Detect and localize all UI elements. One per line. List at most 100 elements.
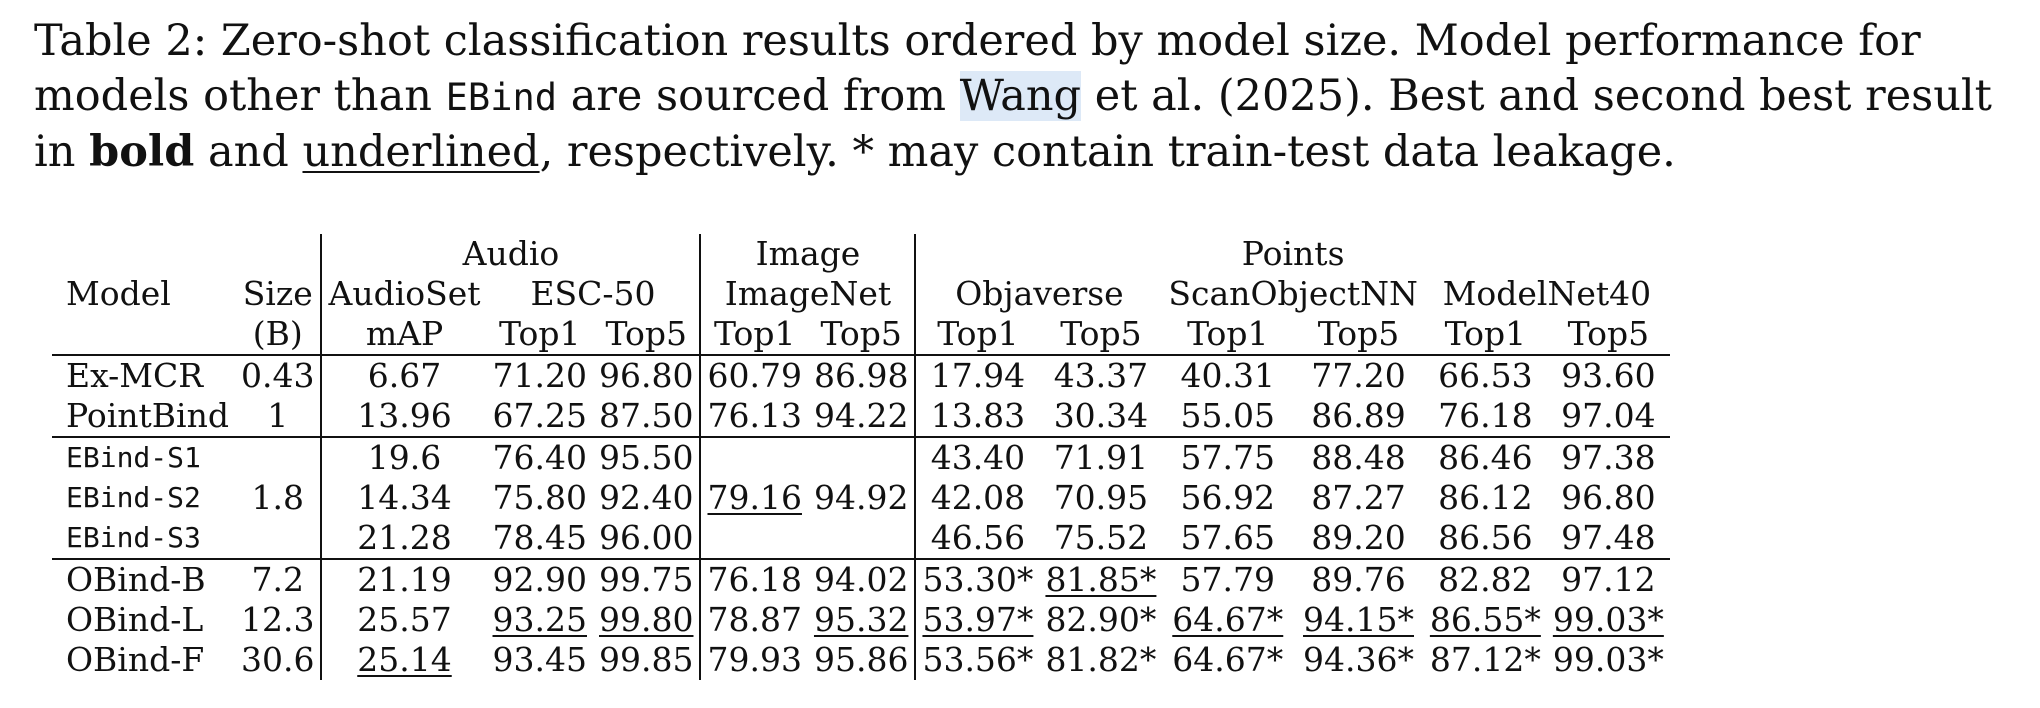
value-cell-text: 79.16 bbox=[707, 478, 802, 517]
value-cell: 94.22 bbox=[807, 396, 916, 438]
value-cell: 76.40 bbox=[492, 438, 587, 477]
ebind-code: EBind bbox=[445, 76, 558, 119]
value-cell: 13.83 bbox=[914, 396, 1040, 438]
value-cell: 92.90 bbox=[492, 560, 587, 599]
value-cell-text: 99.80 bbox=[599, 600, 694, 639]
caption-line-2a: models other than bbox=[34, 71, 446, 121]
value-cell: 99.03* bbox=[1547, 600, 1670, 640]
citation-link[interactable]: Wang bbox=[959, 71, 1082, 121]
table-row: EBind-S1 19.6 76.40 95.50 43.40 71.91 57… bbox=[52, 437, 1670, 478]
header-modelnet40: ModelNet40 bbox=[1442, 274, 1652, 313]
value-cell: 17.94 bbox=[914, 355, 1040, 396]
header-audioset: AudioSet bbox=[320, 274, 487, 314]
value-cell: 93.60 bbox=[1561, 356, 1656, 395]
value-cell: 88.48 bbox=[1311, 438, 1406, 477]
value-cell: 53.56* bbox=[914, 640, 1040, 680]
value-cell: 86.46 bbox=[1438, 438, 1533, 477]
header-esc50: ESC-50 bbox=[530, 274, 656, 313]
table-row: OBind-F 30.6 25.14 93.45 99.85 79.93 95.… bbox=[52, 640, 1670, 680]
value-cell: 99.75 bbox=[599, 560, 694, 599]
value-cell: 76.18 bbox=[1423, 396, 1547, 438]
header-scanobjectnn: ScanObjectNN bbox=[1168, 274, 1418, 313]
value-cell: 87.12* bbox=[1429, 640, 1541, 679]
value-cell: 75.80 bbox=[492, 478, 587, 517]
caption-line-1: Table 2: Zero-shot classification result… bbox=[34, 16, 1921, 66]
value-cell: 43.37 bbox=[1053, 356, 1149, 395]
header-row-metrics: (B) mAP Top1 Top5 Top1 Top5 Top1 Top5 To… bbox=[52, 314, 1670, 356]
value-cell: 66.53 bbox=[1438, 356, 1533, 395]
header-metric: Top1 bbox=[1162, 314, 1294, 356]
header-metric: Top1 bbox=[914, 314, 1040, 356]
value-cell: 86.89 bbox=[1293, 396, 1424, 438]
header-model: Model bbox=[66, 274, 171, 313]
header-metric: Top5 bbox=[1293, 314, 1424, 356]
value-cell: 99.85 bbox=[599, 640, 694, 679]
value-cell: 76.13 bbox=[699, 396, 808, 438]
caption-line-3c: , respectively. * may contain train-test… bbox=[539, 127, 1676, 177]
value-cell: 94.15* bbox=[1293, 600, 1424, 640]
header-imagenet: ImageNet bbox=[699, 274, 916, 314]
header-points: Points bbox=[914, 234, 1670, 274]
value-cell: 71.20 bbox=[492, 356, 587, 395]
value-cell: 97.12 bbox=[1561, 560, 1656, 599]
value-cell: 30.34 bbox=[1039, 396, 1163, 438]
value-cell: 86.98 bbox=[813, 356, 909, 395]
value-cell-text: 25.14 bbox=[357, 640, 452, 679]
value-cell: 25.14 bbox=[320, 640, 487, 680]
value-cell: 43.40 bbox=[914, 437, 1040, 478]
header-audio: Audio bbox=[320, 234, 701, 274]
value-cell: 71.91 bbox=[1053, 438, 1149, 477]
header-metric: Top5 bbox=[593, 314, 701, 356]
table-row: PointBind 1 13.96 67.25 87.50 76.13 94.2… bbox=[52, 396, 1670, 438]
value-cell: 19.6 bbox=[320, 437, 487, 478]
value-cell: 96.00 bbox=[593, 518, 701, 560]
header-objaverse: Objaverse bbox=[914, 274, 1163, 314]
header-metric: mAP bbox=[320, 314, 487, 356]
value-cell: 55.05 bbox=[1162, 396, 1294, 438]
value-cell: 56.92 bbox=[1180, 478, 1276, 517]
header-size-unit: (B) bbox=[235, 314, 322, 356]
caption-line-2c: et al. (2025). Best and second best resu… bbox=[1081, 71, 1992, 121]
value-cell: 25.57 bbox=[320, 600, 487, 640]
value-cell: 93.25 bbox=[487, 600, 593, 640]
model-name: EBind-S1 bbox=[66, 441, 201, 474]
value-cell-text: 94.15* bbox=[1303, 600, 1414, 639]
value-cell: 40.31 bbox=[1180, 356, 1276, 395]
value-cell: 99.03* bbox=[1552, 640, 1664, 679]
value-cell: 60.79 bbox=[699, 355, 808, 396]
value-cell: 81.82* bbox=[1045, 640, 1157, 679]
value-cell bbox=[699, 518, 808, 560]
model-size: 1.8 bbox=[251, 478, 304, 517]
header-row-datasets: Model Size AudioSet ESC-50 ImageNet Obja… bbox=[52, 274, 1670, 314]
value-cell-text: 99.03* bbox=[1552, 600, 1664, 639]
value-cell: 96.80 bbox=[599, 356, 694, 395]
table-caption: Table 2: Zero-shot classification result… bbox=[34, 14, 2016, 180]
table-row: OBind-B 7.2 21.19 92.90 99.75 76.18 94.0… bbox=[52, 559, 1670, 600]
value-cell: 70.95 bbox=[1053, 478, 1149, 517]
model-size bbox=[235, 437, 321, 478]
model-name: EBind-S2 bbox=[66, 481, 201, 514]
value-cell: 82.90* bbox=[1045, 600, 1157, 639]
value-cell: 86.56 bbox=[1423, 518, 1547, 560]
value-cell-text: 53.97* bbox=[922, 600, 1034, 639]
header-metric: Top1 bbox=[486, 314, 593, 356]
header-metric: Top1 bbox=[1423, 314, 1547, 356]
table-row: OBind-L 12.3 25.57 93.25 99.80 78.87 95.… bbox=[52, 600, 1670, 640]
model-size: 12.3 bbox=[241, 600, 315, 639]
header-row-groups: Audio Image Points bbox=[52, 234, 1670, 274]
value-cell: 93.45 bbox=[492, 640, 587, 679]
value-cell: 75.52 bbox=[1039, 518, 1163, 560]
value-cell: 78.87 bbox=[699, 600, 808, 640]
value-cell: 53.97* bbox=[914, 600, 1040, 640]
value-cell-text: 95.32 bbox=[813, 600, 909, 639]
value-cell: 57.65 bbox=[1162, 518, 1294, 560]
value-cell: 21.28 bbox=[320, 518, 487, 560]
value-cell: 53.30* bbox=[914, 559, 1040, 600]
caption-line-3a: in bbox=[34, 127, 90, 177]
value-cell: 64.67* bbox=[1162, 600, 1293, 640]
header-metric: Top5 bbox=[1546, 314, 1670, 356]
value-cell: 97.38 bbox=[1561, 438, 1656, 477]
value-cell: 78.45 bbox=[486, 518, 593, 560]
value-cell: 67.25 bbox=[486, 396, 593, 438]
value-cell: 87.50 bbox=[593, 396, 701, 438]
